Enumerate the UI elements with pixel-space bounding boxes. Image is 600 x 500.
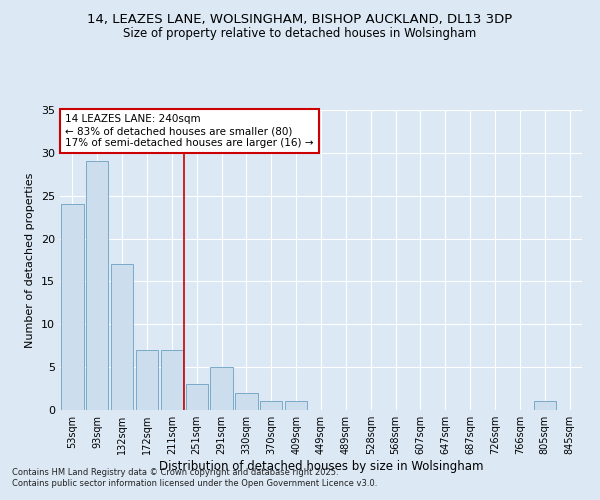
- Bar: [185, 384, 208, 410]
- Bar: [235, 393, 257, 410]
- Text: Size of property relative to detached houses in Wolsingham: Size of property relative to detached ho…: [124, 28, 476, 40]
- Bar: [260, 402, 283, 410]
- X-axis label: Distribution of detached houses by size in Wolsingham: Distribution of detached houses by size …: [159, 460, 483, 473]
- Bar: [61, 204, 83, 410]
- Text: Contains HM Land Registry data © Crown copyright and database right 2025.
Contai: Contains HM Land Registry data © Crown c…: [12, 468, 377, 487]
- Bar: [86, 162, 109, 410]
- Text: 14, LEAZES LANE, WOLSINGHAM, BISHOP AUCKLAND, DL13 3DP: 14, LEAZES LANE, WOLSINGHAM, BISHOP AUCK…: [88, 12, 512, 26]
- Bar: [533, 402, 556, 410]
- Bar: [161, 350, 183, 410]
- Text: 14 LEAZES LANE: 240sqm
← 83% of detached houses are smaller (80)
17% of semi-det: 14 LEAZES LANE: 240sqm ← 83% of detached…: [65, 114, 314, 148]
- Bar: [211, 367, 233, 410]
- Bar: [111, 264, 133, 410]
- Bar: [136, 350, 158, 410]
- Y-axis label: Number of detached properties: Number of detached properties: [25, 172, 35, 348]
- Bar: [285, 402, 307, 410]
